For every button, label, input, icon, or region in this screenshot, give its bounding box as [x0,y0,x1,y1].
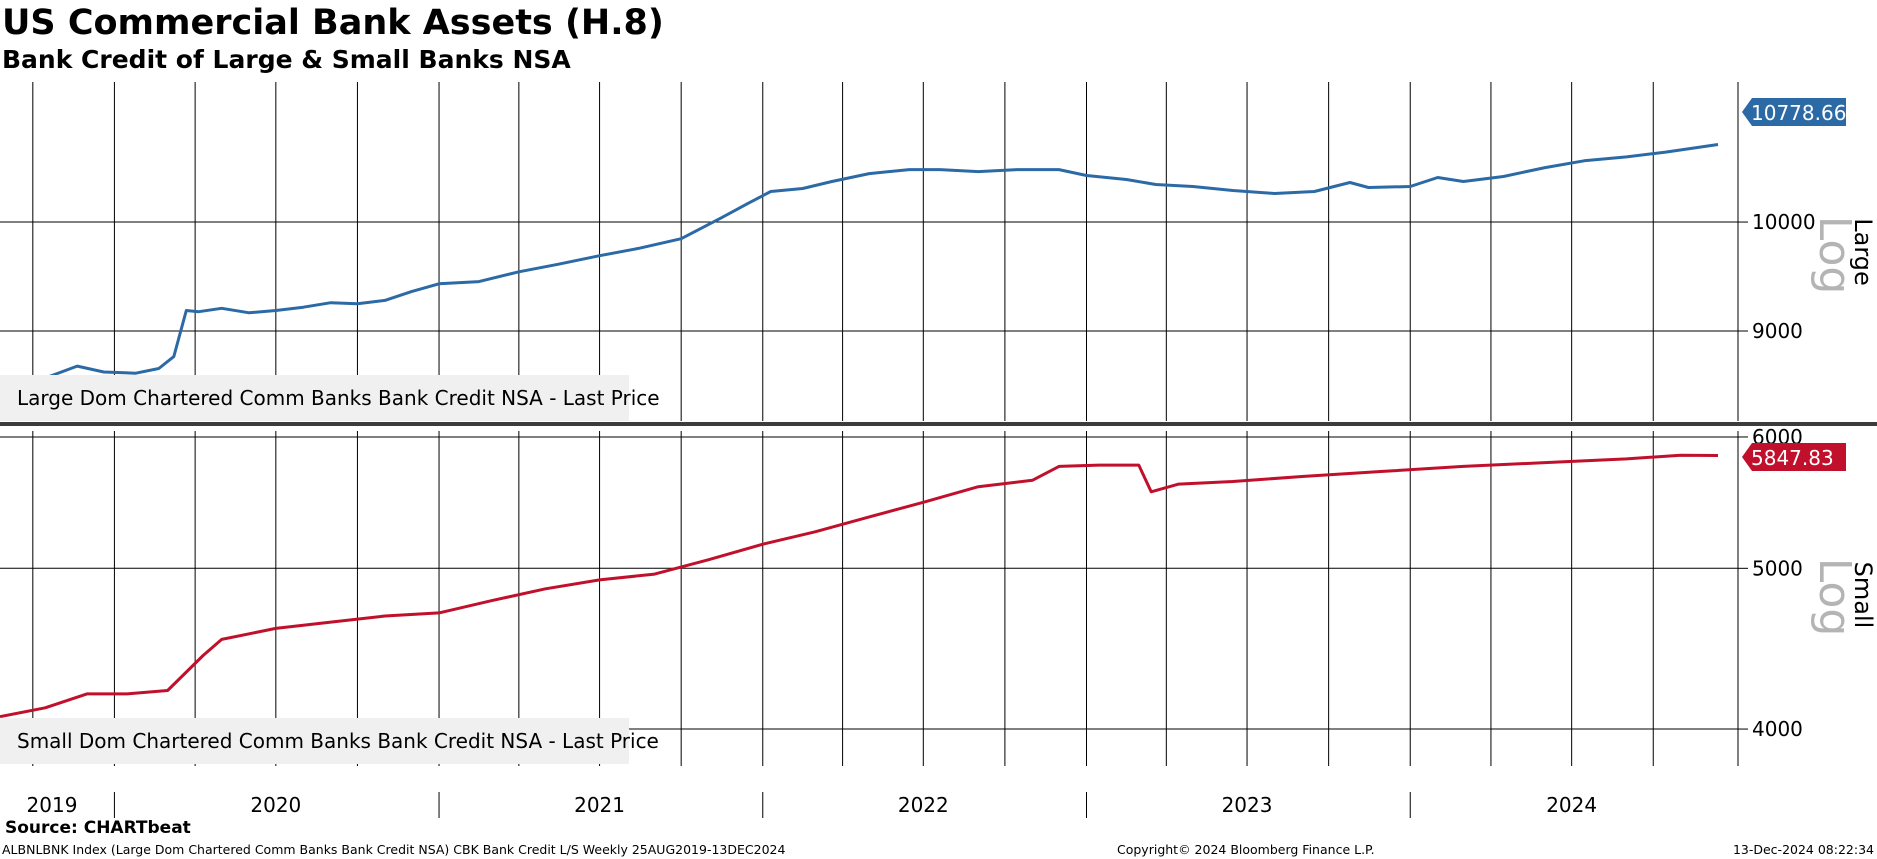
legend-large: Large Dom Chartered Comm Banks Bank Cred… [0,375,660,421]
x-year-label: 2021 [574,793,625,817]
source-note: Source: CHARTbeat [5,818,191,838]
log-scale-label: Log [1809,216,1860,295]
footer-timestamp: 13-Dec-2024 08:22:34 [1732,842,1874,857]
series-line [0,453,1719,719]
footer-copyright: Copyright© 2024 Bloomberg Finance L.P. [1117,842,1375,857]
log-scale-label: Log [1809,558,1860,637]
legend-small: Small Dom Chartered Comm Banks Bank Cred… [0,718,659,764]
footer-index-info: ALBNLBNK Index (Large Dom Chartered Comm… [2,842,786,857]
x-year-label: 2023 [1222,793,1273,817]
y-tick-label: 4000 [1752,717,1803,741]
y-tick-label: 9000 [1752,319,1803,343]
panel-axis-label: Large [1849,218,1877,286]
x-year-label: 2020 [250,793,301,817]
last-value-label: 10778.66 [1751,101,1846,125]
series-line [0,143,1719,394]
panel-axis-label: Small [1849,562,1877,629]
x-year-label: 2022 [898,793,949,817]
legend-label-large: Large Dom Chartered Comm Banks Bank Cred… [17,386,660,410]
y-tick-label: 10000 [1752,210,1816,234]
last-value-badge [1742,443,1846,471]
last-value-label: 5847.83 [1751,446,1834,470]
x-year-label: 2019 [27,793,78,817]
x-year-label: 2024 [1546,793,1597,817]
chart-title: US Commercial Bank Assets (H.8) [2,3,664,43]
legend-label-small: Small Dom Chartered Comm Banks Bank Cred… [17,729,659,753]
chart-subtitle: Bank Credit of Large & Small Banks NSA [2,45,571,74]
y-tick-label: 5000 [1752,556,1803,580]
last-value-badge [1742,98,1846,126]
